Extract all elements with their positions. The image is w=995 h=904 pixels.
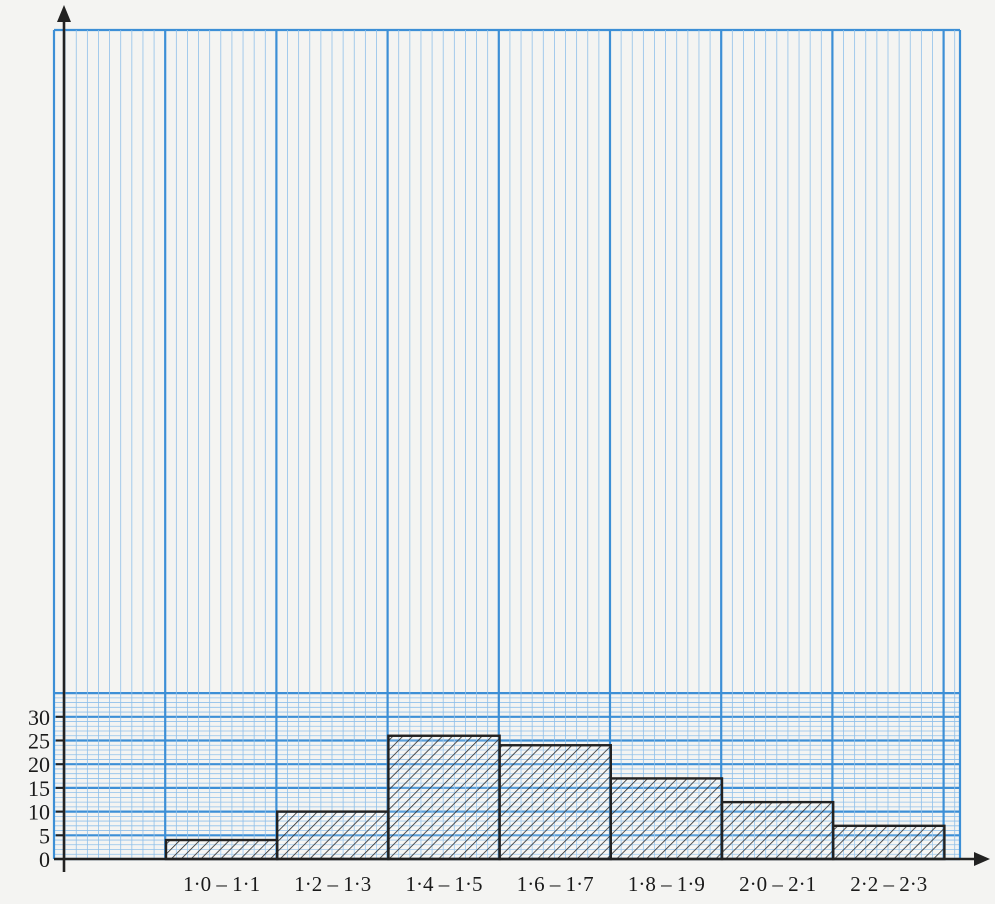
- x-axis-arrow: [974, 852, 990, 866]
- histogram-bar: [276, 810, 390, 861]
- x-category-label: 1·0 – 1·1: [183, 872, 260, 896]
- x-category-label: 1·2 – 1·3: [294, 872, 371, 896]
- bars: [164, 734, 946, 861]
- y-tick-label: 30: [28, 705, 50, 730]
- x-category-label: 1·8 – 1·9: [628, 872, 705, 896]
- histogram-bar: [720, 800, 835, 861]
- x-category-label: 2·0 – 2·1: [739, 872, 816, 896]
- histogram-bar: [387, 734, 501, 861]
- x-category-label: 2·2 – 2·3: [850, 872, 927, 896]
- y-tick-label: 25: [28, 729, 50, 754]
- histogram-bar: [832, 824, 946, 861]
- axes: [54, 5, 990, 872]
- y-tick-label: 0: [39, 847, 50, 872]
- grid: [52, 28, 962, 861]
- x-category-label: 1·4 – 1·5: [406, 872, 483, 896]
- y-tick-label: 15: [28, 776, 50, 801]
- histogram-bar: [164, 838, 279, 861]
- histogram-bar: [498, 744, 613, 861]
- y-tick-label: 5: [39, 823, 50, 848]
- histogram-bar: [609, 777, 724, 861]
- x-category-label: 1·6 – 1·7: [517, 872, 594, 896]
- y-axis-arrow: [57, 5, 71, 22]
- y-tick-label: 20: [28, 752, 50, 777]
- y-tick-label: 10: [28, 800, 50, 825]
